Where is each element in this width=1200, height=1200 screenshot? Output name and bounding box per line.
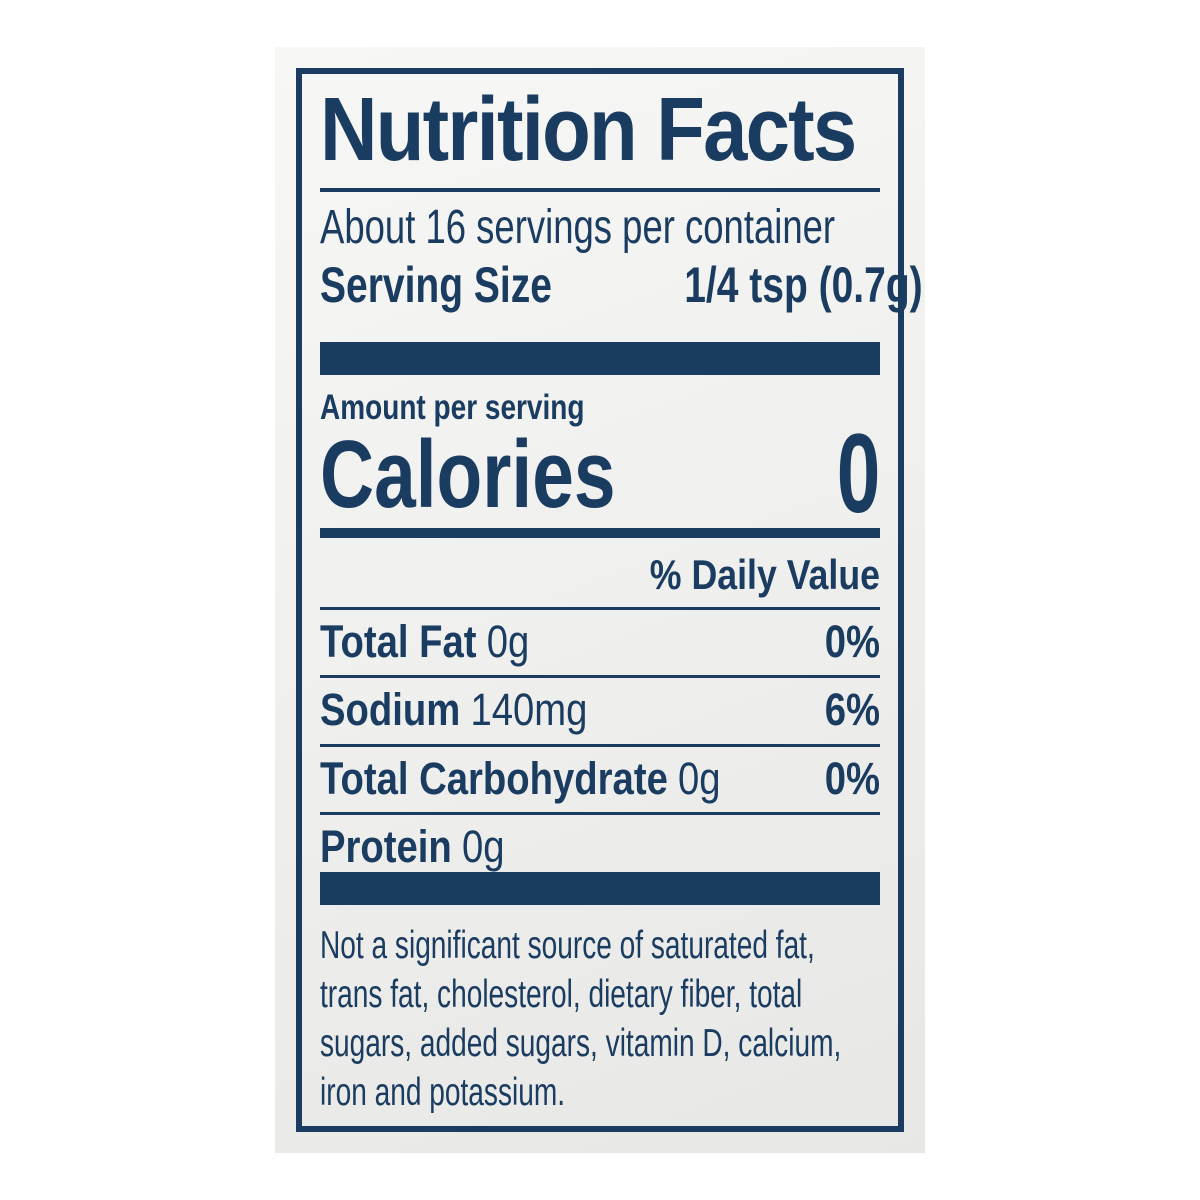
serving-size-label: Serving Size (320, 257, 552, 314)
nutrient-name: Total Fat (320, 616, 477, 668)
nutrient-amount: 0g (678, 752, 721, 804)
serving-size-value: 1/4 tsp (0.7g) (684, 257, 923, 314)
footnote-line: Not a significant source of saturated fa… (320, 924, 815, 968)
nutrient-daily-value: 6% (824, 684, 880, 736)
nutrient-amount: 0g (486, 616, 530, 668)
section-bar-top (320, 342, 880, 376)
nutrient-amount: 140mg (470, 684, 588, 736)
nutrient-name: Protein (320, 820, 452, 872)
nutrient-amount: 0g (461, 820, 505, 872)
product-label-photo: Nutrition Facts About 16 servings per co… (275, 47, 925, 1153)
nutrient-name: Sodium (320, 684, 461, 736)
nutrient-row-sodium: Sodium 140mg 6% (320, 678, 880, 747)
title-divider (320, 187, 880, 192)
nutrient-row-total-fat: Total Fat 0g 0% (320, 610, 880, 679)
calories-value: 0 (836, 410, 880, 536)
footnote-line: iron and potassium. (320, 1071, 566, 1115)
serving-size-row: Serving Size 1/4 tsp (0.7g) (320, 257, 923, 314)
nutrient-daily-value: 0% (824, 752, 880, 804)
nutrient-row-protein: Protein 0g (320, 815, 880, 872)
daily-value-divider (320, 607, 880, 611)
calories-label: Calories (320, 421, 616, 529)
calories-divider (320, 527, 880, 538)
nutrition-facts-title: Nutrition Facts (320, 80, 857, 180)
daily-value-header: % Daily Value (649, 550, 880, 598)
nutrition-facts-panel: Nutrition Facts About 16 servings per co… (296, 68, 923, 1132)
section-bar-bottom (320, 872, 880, 906)
calories-row: Calories 0 (320, 410, 880, 536)
servings-per-container: About 16 servings per container (320, 200, 836, 254)
footnote: Not a significant source of saturated fa… (320, 921, 880, 1118)
amount-per-serving-label: Amount per serving (320, 388, 585, 428)
footnote-line: trans fat, cholesterol, dietary fiber, t… (320, 973, 803, 1017)
nutrient-row-total-carbohydrate: Total Carbohydrate 0g 0% (320, 747, 880, 815)
nutrient-daily-value: 0% (824, 616, 880, 668)
nutrient-name: Total Carbohydrate (320, 752, 668, 804)
footnote-line: sugars, added sugars, vitamin D, calcium… (320, 1022, 842, 1066)
